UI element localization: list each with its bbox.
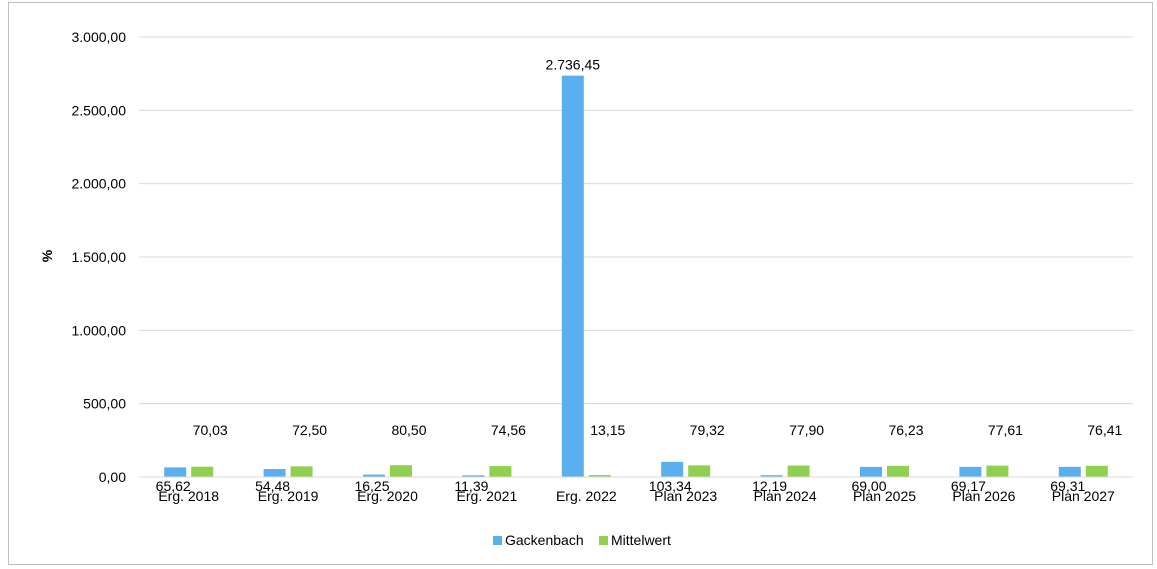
data-label: 12,19 xyxy=(752,478,787,494)
data-label: 77,90 xyxy=(789,422,824,438)
y-tick-label: 3.000,00 xyxy=(72,29,127,45)
y-tick-label: 500,00 xyxy=(83,396,126,412)
data-label: 54,48 xyxy=(255,478,290,494)
bar-gackenbach xyxy=(959,466,982,477)
data-label: 74,56 xyxy=(491,422,526,438)
bar-gackenbach xyxy=(561,75,584,478)
data-label: 13,15 xyxy=(590,422,625,438)
x-category-label: Erg. 2018 xyxy=(158,488,219,504)
bar-mittelwert xyxy=(191,466,214,477)
bar-gackenbach xyxy=(462,475,485,477)
data-label: 80,50 xyxy=(391,422,426,438)
y-tick-label: 2.500,00 xyxy=(72,102,127,118)
legend-swatch xyxy=(493,536,502,545)
x-category-label: Plan 2025 xyxy=(853,488,916,504)
legend-label: Mittelwert xyxy=(611,532,671,548)
x-category-label: Plan 2026 xyxy=(952,488,1015,504)
bar-gackenbach xyxy=(661,461,684,477)
data-label: 72,50 xyxy=(292,422,327,438)
data-label: 69,17 xyxy=(951,478,986,494)
bar-mittelwert xyxy=(688,465,711,477)
bar-gackenbach xyxy=(263,469,286,477)
y-tick-label: 2.000,00 xyxy=(72,176,127,192)
data-label: 69,00 xyxy=(851,478,886,494)
y-tick-label: 0,00 xyxy=(99,469,126,485)
bar-mittelwert xyxy=(1085,465,1108,477)
bar-mittelwert xyxy=(887,465,909,477)
y-tick-label: 1.000,00 xyxy=(72,322,127,338)
bar-gackenbach xyxy=(363,474,385,477)
y-tick-label: 1.500,00 xyxy=(72,249,127,265)
data-label: 70,03 xyxy=(193,422,228,438)
data-label: 65,62 xyxy=(156,478,191,494)
x-category-label: Erg. 2021 xyxy=(457,488,518,504)
x-category-label: Plan 2024 xyxy=(754,488,817,504)
legend-label: Gackenbach xyxy=(505,532,584,548)
bar-mittelwert xyxy=(290,466,313,477)
data-label: 2.736,45 xyxy=(546,57,601,73)
bar-mittelwert xyxy=(787,465,810,477)
legend-swatch xyxy=(599,536,608,545)
bar-mittelwert xyxy=(390,465,412,477)
bar-mittelwert xyxy=(588,475,611,477)
x-category-label: Erg. 2020 xyxy=(357,488,418,504)
data-label: 103,34 xyxy=(649,478,692,494)
data-label: 76,41 xyxy=(1087,422,1122,438)
data-label: 69,31 xyxy=(1050,478,1085,494)
bar-gackenbach xyxy=(1058,466,1081,477)
data-label: 76,23 xyxy=(888,422,923,438)
bar-mittelwert xyxy=(986,465,1009,477)
bar-gackenbach xyxy=(164,467,187,477)
bar-gackenbach xyxy=(860,466,882,477)
x-category-label: Plan 2027 xyxy=(1052,488,1115,504)
x-category-label: Erg. 2019 xyxy=(258,488,319,504)
data-label: 79,32 xyxy=(690,422,725,438)
bar-mittelwert xyxy=(489,466,512,477)
data-label: 11,39 xyxy=(454,478,488,494)
x-category-label: Plan 2023 xyxy=(654,488,717,504)
data-label: 16,25 xyxy=(354,478,389,494)
x-category-label: Erg. 2022 xyxy=(556,488,617,504)
y-axis-title: % xyxy=(39,249,55,262)
bar-gackenbach xyxy=(760,475,783,477)
data-label: 77,61 xyxy=(988,422,1023,438)
